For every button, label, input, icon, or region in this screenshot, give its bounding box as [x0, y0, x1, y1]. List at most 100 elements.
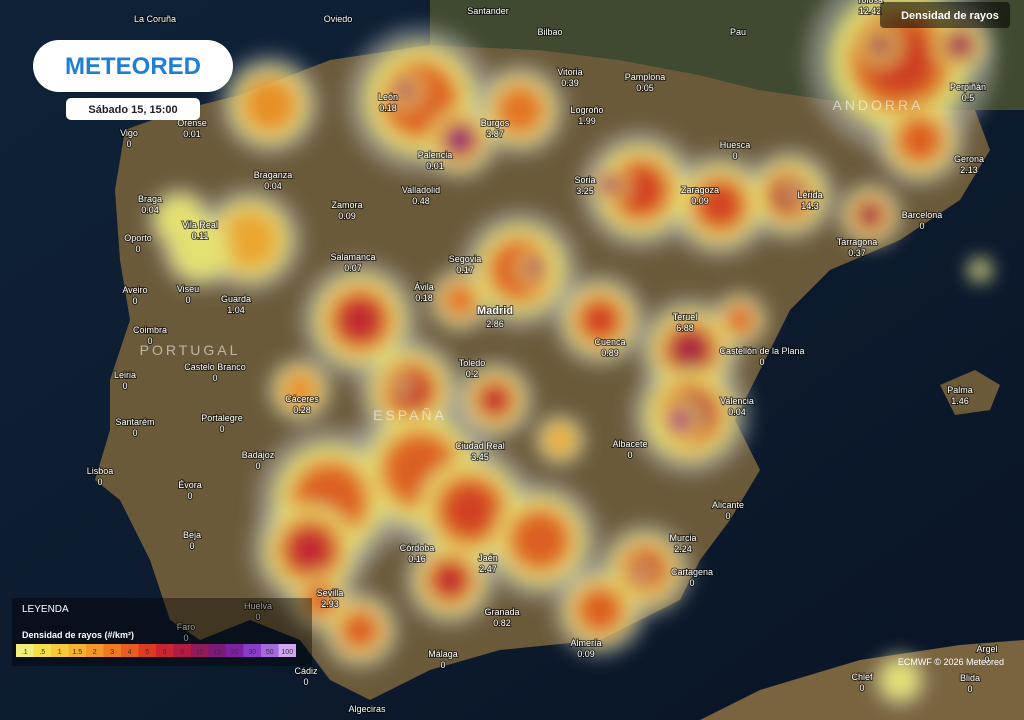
city-name: Tarragona [837, 237, 878, 247]
city-value: 0 [859, 683, 864, 693]
city-name: Argel [976, 644, 997, 654]
city-value: 3.87 [486, 129, 504, 139]
city-name: Tolosa [857, 0, 883, 5]
city-value: 0 [147, 336, 152, 346]
legend-label: 5 [145, 649, 149, 656]
city-value: 0.37 [848, 248, 866, 258]
legend-label: .1 [22, 649, 28, 656]
legend-swatch [173, 644, 191, 657]
blob [307, 587, 333, 613]
city-value: 0.89 [601, 348, 619, 358]
region-name: ANDORRA [832, 97, 923, 113]
legend-label: 15 [213, 649, 221, 656]
legend-label: 4 [128, 649, 132, 656]
city-value: 0 [212, 373, 217, 383]
blob [700, 185, 740, 225]
city-name: Sevilla [317, 588, 344, 598]
city-value: 0 [255, 612, 260, 622]
blob [795, 185, 805, 195]
city-value: 0.82 [493, 618, 511, 628]
city-value: 0.39 [561, 78, 579, 88]
city-value: 0 [97, 477, 102, 487]
legend-subtitle: Densidad de rayos (#/km²) [22, 630, 134, 640]
city-name: Granada [484, 607, 519, 617]
blob [952, 37, 968, 53]
city-name: Huesca [720, 140, 751, 150]
legend-swatch [103, 644, 121, 657]
city-value: 0.09 [691, 196, 709, 206]
city-value: 0.28 [293, 405, 311, 415]
layer-bg[interactable] [880, 2, 1010, 28]
city-value: 0.18 [379, 103, 397, 113]
city-name: Madrid [477, 305, 513, 317]
layer-name[interactable]: Densidad de rayos [901, 10, 999, 22]
blob [396, 381, 404, 389]
time: Sábado 15, 15:00 [88, 104, 177, 116]
blob [241, 76, 299, 134]
city-name: Zaragoza [681, 185, 719, 195]
city-name: Santander [467, 6, 509, 16]
blob [432, 562, 468, 598]
city-value: 0.48 [412, 196, 430, 206]
city-value: 0 [627, 450, 632, 460]
logo-box: METEORED Sábado 15, 15:00 [33, 40, 233, 120]
city-name: Ávila [414, 282, 434, 292]
city-name: Zamora [331, 200, 362, 210]
city-value: 0 [132, 296, 137, 306]
city-value: 1.46 [951, 396, 969, 406]
legend-label: 20 [231, 649, 239, 656]
city-value: 0 [919, 221, 924, 231]
city-name: Algeciras [348, 704, 386, 714]
city-name: Blida [960, 673, 980, 683]
blob [582, 592, 618, 628]
legend-swatch [16, 644, 34, 657]
city-name: Valencia [720, 396, 754, 406]
city-name: Leiria [114, 370, 136, 380]
city-name: Beja [183, 530, 201, 540]
city-value: 0.11 [192, 231, 209, 241]
city-name: Murcia [669, 533, 696, 543]
city-value: 3.25 [576, 186, 594, 196]
legend-swatch [51, 644, 69, 657]
legend-swatch [86, 644, 104, 657]
city-name: Logroño [570, 105, 603, 115]
city-name: Cádiz [294, 666, 318, 676]
city-value: 0.17 [456, 265, 474, 275]
city-name: Faro [177, 622, 196, 632]
city-value: 0.2 [466, 369, 479, 379]
legend-label: 50 [266, 649, 274, 656]
legend-swatch [156, 644, 174, 657]
city-name: Cuenca [594, 337, 625, 347]
city-name: Cartagena [671, 567, 713, 577]
city-value: 0 [984, 655, 989, 665]
blob [287, 527, 333, 573]
city-name: Salamanca [330, 252, 375, 262]
city-value: 0 [725, 511, 730, 521]
legend-label: 10 [196, 649, 204, 656]
city-name: Castelo Branco [184, 362, 246, 372]
legend-swatch [121, 644, 139, 657]
city-name: Cáceres [285, 394, 319, 404]
city-value: 0.18 [415, 293, 433, 303]
city-name: Oporto [124, 233, 152, 243]
legend-swatch [243, 644, 261, 657]
city-value: 0.09 [338, 211, 356, 221]
city-name: Teruel [673, 312, 698, 322]
city-value: 6.88 [676, 323, 694, 333]
blob [673, 413, 687, 427]
blob [604, 179, 616, 191]
city-value: 3.45 [471, 452, 489, 462]
legend-label: .5 [39, 649, 45, 656]
blob [337, 297, 383, 343]
city-name: Burgos [481, 118, 510, 128]
blob [880, 660, 920, 700]
city-name: Badajoz [242, 450, 275, 460]
africa [700, 640, 1024, 720]
city-value: 0 [732, 151, 737, 161]
time-bg [66, 98, 200, 120]
city-name: Évora [178, 480, 202, 490]
blob [874, 39, 886, 51]
city-name: Málaga [428, 649, 458, 659]
